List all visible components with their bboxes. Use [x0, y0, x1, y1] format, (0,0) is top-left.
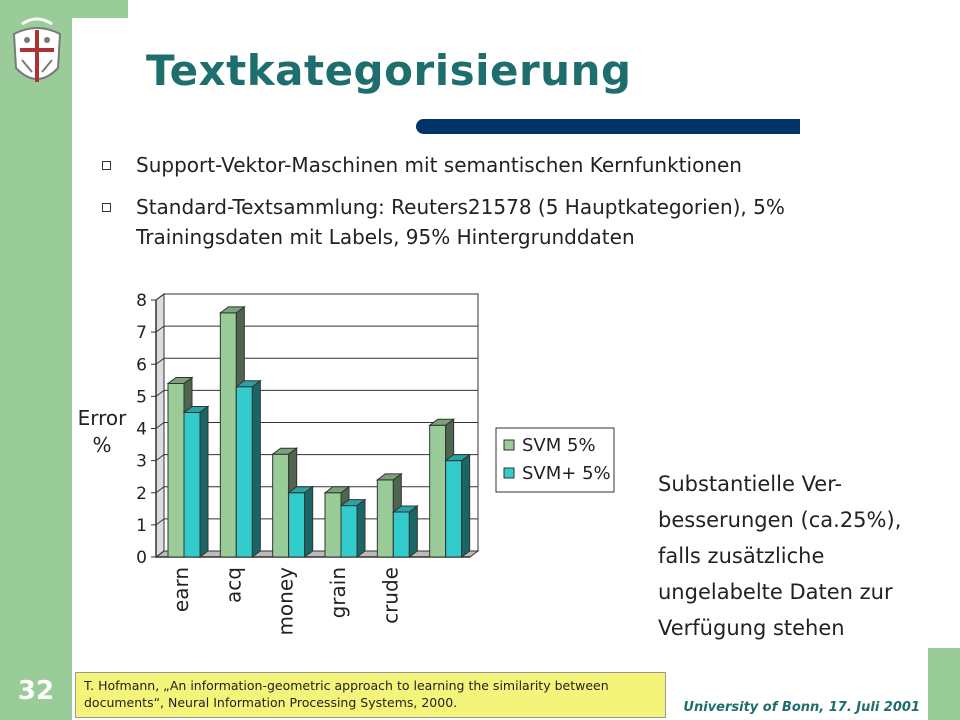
bar	[392, 511, 410, 558]
gridline-side	[155, 293, 165, 301]
gridline-side	[155, 422, 165, 429]
legend-swatch	[503, 439, 515, 451]
bar-side	[408, 505, 418, 558]
bullet-text: Support-Vektor-Maschinen mit semantische…	[136, 153, 742, 177]
gridline-side	[155, 325, 165, 333]
bar-side	[356, 498, 366, 558]
bullet-text: Standard-Textsammlung: Reuters21578 (5 H…	[136, 195, 785, 249]
y-tick-label: 2	[136, 484, 147, 504]
bar	[429, 424, 447, 558]
gridline-side	[155, 550, 165, 558]
legend-label: SVM 5%	[522, 435, 596, 456]
bar-side	[304, 485, 314, 558]
bullet-list: Support-Vektor-Maschinen mit semantische…	[102, 150, 902, 264]
bullet-item: Support-Vektor-Maschinen mit semantische…	[102, 150, 902, 180]
x-tick-label: crude	[378, 567, 402, 624]
bar	[288, 492, 306, 558]
legend-box	[495, 427, 615, 493]
bar	[219, 312, 237, 558]
slide-title: Textkategorisierung	[146, 46, 632, 95]
y-tick-label: 1	[136, 516, 147, 536]
bar	[340, 505, 358, 558]
x-tick-label: money	[274, 567, 298, 636]
y-axis-label: %	[92, 433, 111, 457]
y-tick-label: 3	[136, 452, 147, 472]
reference-box: T. Hofmann, „An information-geometric ap…	[75, 672, 666, 718]
bar	[445, 460, 463, 558]
slide-number: 32	[17, 676, 55, 706]
bar-side	[251, 379, 261, 558]
y-tick-label: 0	[136, 548, 147, 568]
y-axis-label: Error	[78, 406, 128, 430]
gridline-side	[155, 357, 165, 365]
corner-accent	[928, 648, 960, 720]
x-tick-label: grain	[326, 567, 350, 618]
bar-side	[199, 405, 209, 558]
y-tick-label: 5	[136, 387, 147, 407]
side-note: Substantielle Ver-besserungen (ca.25%), …	[658, 472, 902, 640]
x-tick-label: acq	[221, 567, 245, 603]
bar	[235, 386, 253, 558]
bar	[183, 411, 201, 558]
legend-swatch	[503, 467, 515, 479]
footer-text: University of Bonn, 17. Juli 2001	[683, 700, 920, 715]
top-accent	[72, 0, 128, 18]
gridline-side	[155, 486, 165, 494]
left-sidebar	[0, 0, 72, 720]
title-underline	[416, 119, 800, 134]
error-bar-chart: 0 1 2 3 4 5 6 7 8 Error% earn acq money grain crude SVM…	[78, 291, 615, 636]
legend-label: SVM+ 5%	[522, 463, 611, 484]
square-bullet-icon	[102, 161, 111, 170]
gridline-side	[155, 518, 165, 526]
bar	[324, 492, 342, 558]
bar	[167, 383, 185, 558]
bar-side	[461, 453, 471, 558]
bar	[376, 479, 394, 558]
gridline-side	[155, 389, 165, 397]
y-tick-label: 6	[136, 355, 147, 375]
y-tick-label: 8	[136, 291, 147, 311]
university-seal-icon	[12, 17, 62, 82]
bullet-item: Standard-Textsammlung: Reuters21578 (5 H…	[102, 192, 902, 252]
bar	[272, 453, 290, 558]
y-tick-label: 4	[136, 420, 147, 440]
x-tick-label: earn	[169, 567, 193, 612]
y-tick-label: 7	[136, 323, 147, 343]
gridline-side	[155, 454, 165, 462]
square-bullet-icon	[102, 203, 111, 212]
